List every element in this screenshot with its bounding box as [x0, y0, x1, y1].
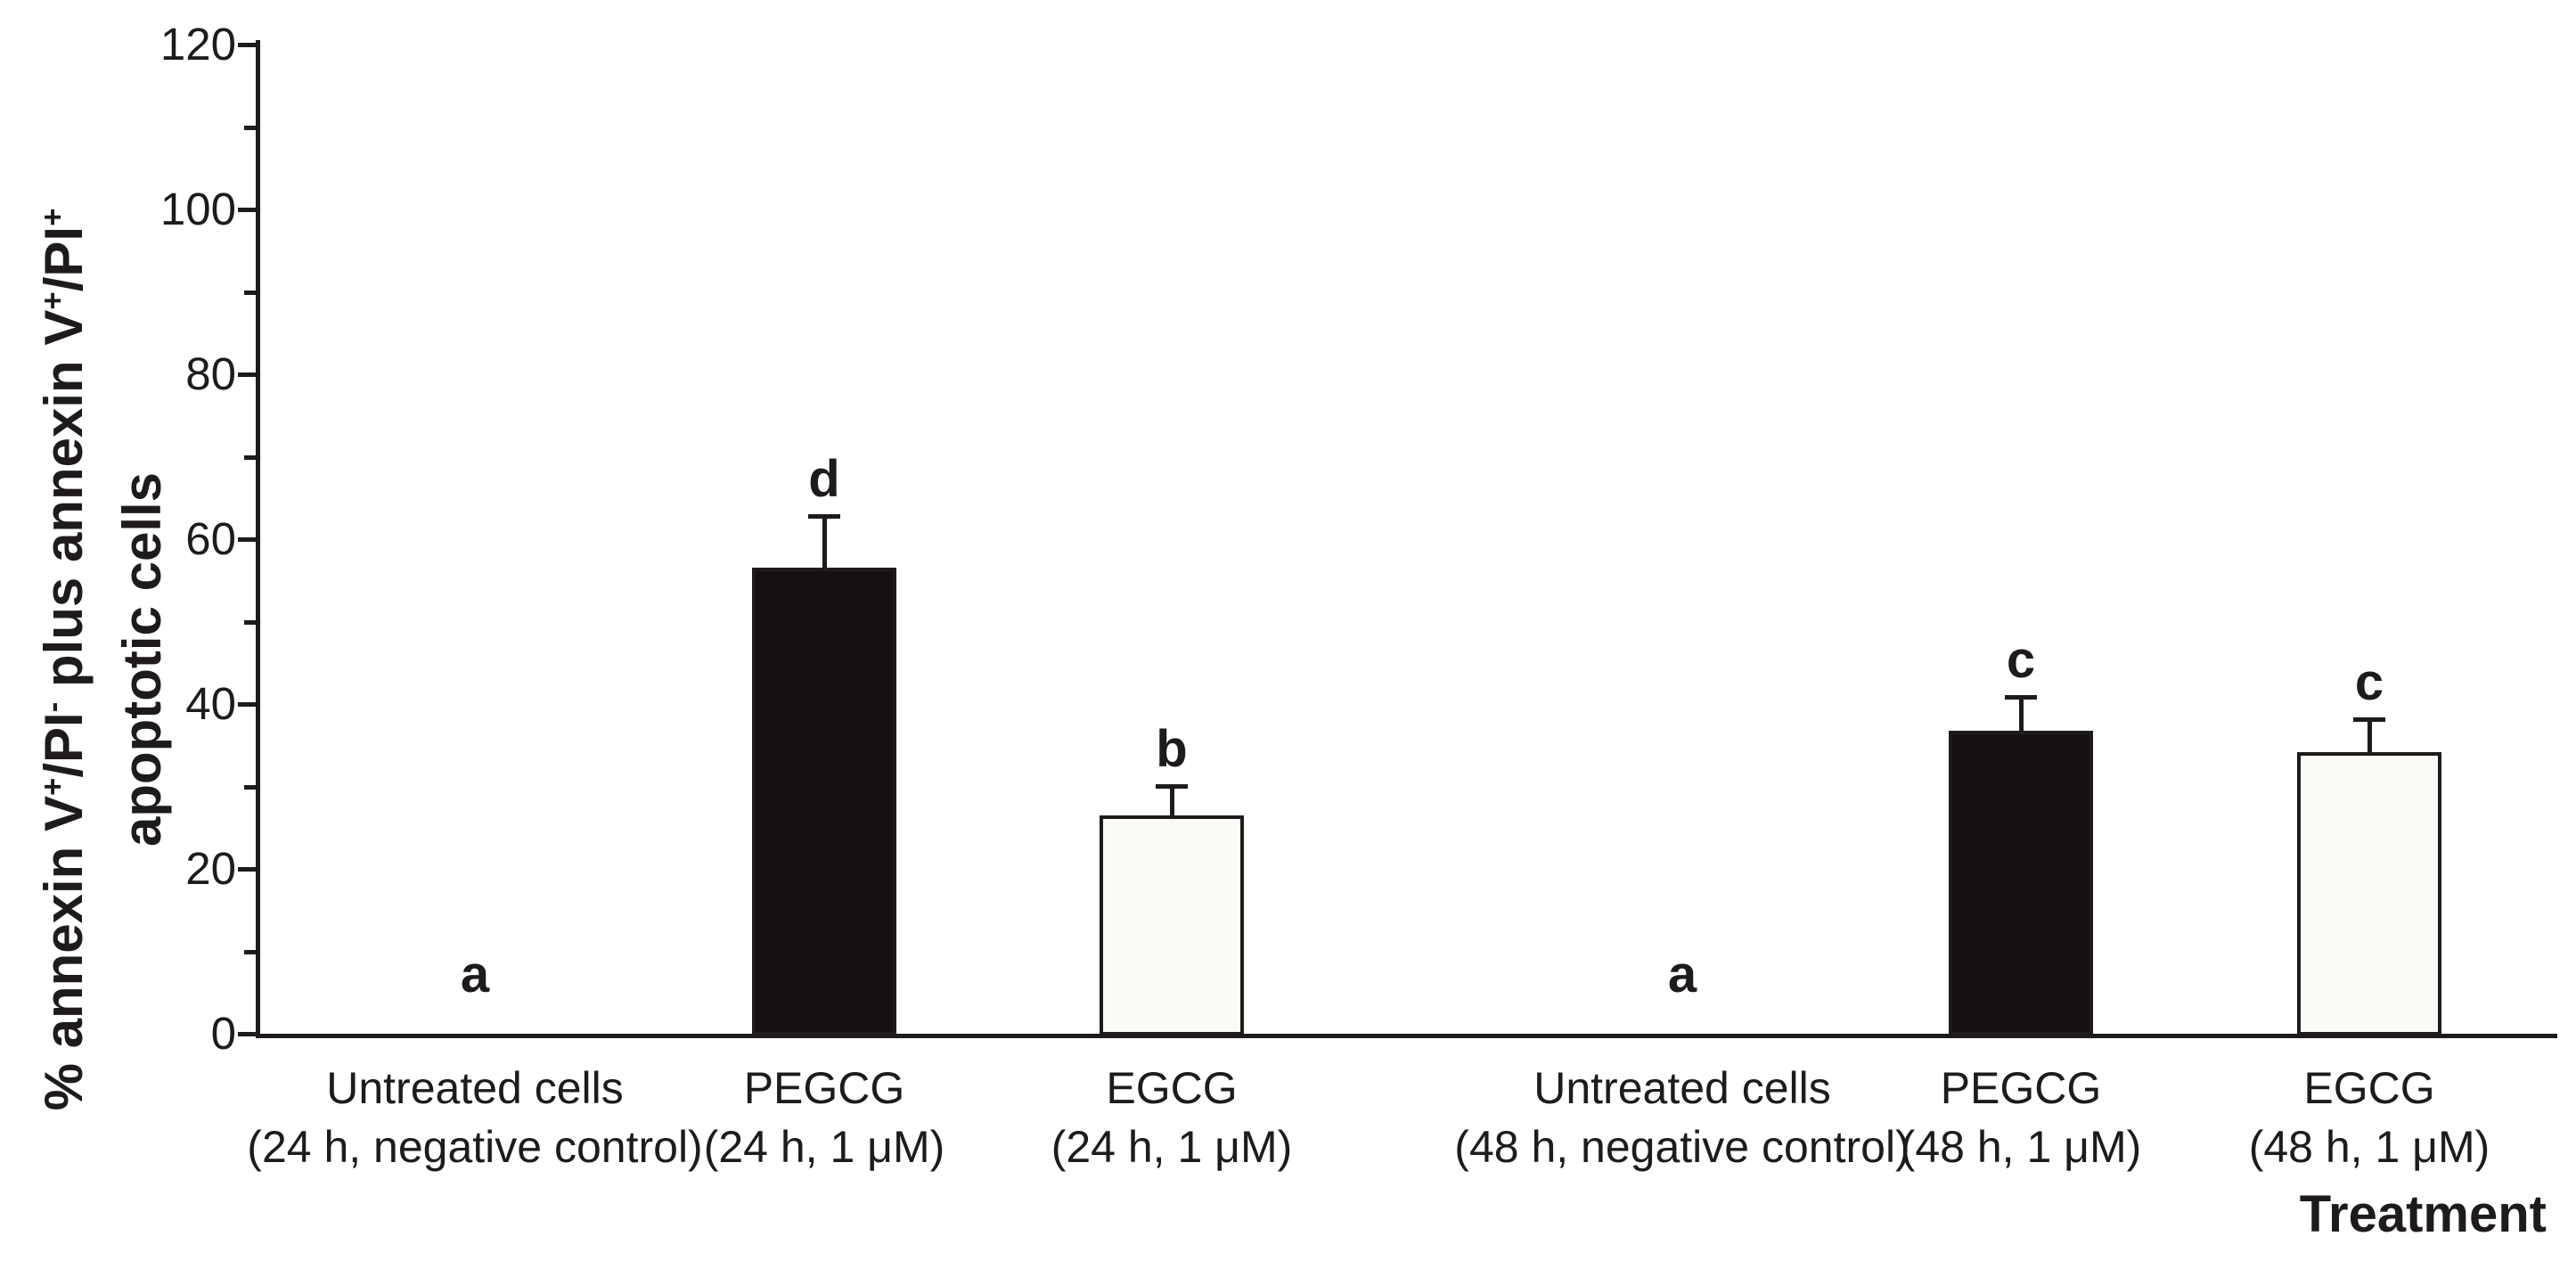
- y-axis-title: % annexin V+/PI- plus annexin V+/PI+ apo…: [25, 62, 182, 1257]
- x-tick-label-untreated-48h-line1: Untreated cells: [1533, 1063, 1831, 1113]
- y-tick-label: 120: [159, 19, 236, 70]
- y-major-tick: [238, 537, 256, 542]
- x-tick-label-egcg-24h-line2: (24 h, 1 μM): [1051, 1122, 1293, 1172]
- y-axis-line: [256, 40, 260, 1038]
- y-tick-label: 60: [185, 513, 236, 564]
- y-title-superscript: -: [36, 701, 70, 713]
- y-tick-label: 0: [210, 1008, 236, 1059]
- error-bar-pegcg-24h: [822, 516, 827, 569]
- sig-letter-egcg-48h: c: [2354, 652, 2384, 711]
- y-minor-tick: [244, 619, 256, 625]
- error-bar-pegcg-48h: [2019, 696, 2024, 731]
- bar-egcg-48h: [2297, 751, 2441, 1036]
- y-minor-tick: [244, 290, 256, 295]
- y-tick-label: 20: [185, 843, 236, 894]
- error-bar-egcg-24h: [1170, 785, 1174, 815]
- sig-letter-pegcg-24h: d: [808, 450, 840, 509]
- y-minor-tick: [244, 784, 256, 790]
- error-bar-egcg-48h: [2367, 718, 2372, 752]
- sig-letter-pegcg-48h: c: [2006, 630, 2036, 689]
- error-cap-pegcg-48h: [2005, 694, 2037, 700]
- y-title-text: /PI: [34, 712, 94, 778]
- sig-letter-untreated-48h: a: [1667, 946, 1697, 1003]
- x-tick-label-pegcg-24h-line2: (24 h, 1 μM): [703, 1122, 945, 1172]
- y-title-text: plus annexin V: [34, 309, 94, 702]
- y-title-superscript: +: [36, 291, 70, 310]
- y-major-tick: [238, 867, 256, 872]
- error-cap-egcg-24h: [1156, 783, 1188, 789]
- bar-pegcg-48h: [1949, 730, 2093, 1036]
- bar-pegcg-24h: [752, 568, 896, 1036]
- y-title-text: % annexin V: [34, 795, 94, 1111]
- y-minor-tick: [244, 454, 256, 460]
- x-tick-label-untreated-24h-line1: Untreated cells: [326, 1063, 624, 1113]
- x-tick-label-untreated-24h-line2: (24 h, negative control): [247, 1122, 703, 1172]
- y-tick-label: 40: [185, 678, 236, 729]
- error-cap-pegcg-24h: [808, 514, 840, 520]
- y-title-superscript: +: [36, 208, 70, 226]
- x-tick-label-egcg-24h-line1: EGCG: [1106, 1063, 1238, 1113]
- x-tick-label-pegcg-48h-line2: (48 h, 1 μM): [1900, 1122, 2142, 1172]
- x-tick-label-pegcg-24h-line1: PEGCG: [743, 1063, 905, 1113]
- y-major-tick: [238, 1032, 256, 1036]
- y-major-tick: [238, 373, 256, 377]
- y-title-superscript: +: [36, 777, 70, 796]
- y-major-tick: [238, 208, 256, 212]
- y-major-tick: [238, 702, 256, 707]
- bar-egcg-24h: [1100, 815, 1244, 1036]
- x-tick-label-pegcg-48h-line1: PEGCG: [1940, 1063, 2102, 1113]
- x-tick-label-egcg-48h-line1: EGCG: [2303, 1063, 2435, 1113]
- y-axis-title-line2: apoptotic cells: [112, 471, 172, 847]
- sig-letter-untreated-24h: a: [460, 946, 490, 1003]
- y-major-tick: [238, 43, 256, 47]
- y-tick-label: 80: [185, 348, 236, 399]
- y-minor-tick: [244, 125, 256, 130]
- y-title-text: /PI: [34, 225, 94, 292]
- x-axis-line: [256, 1034, 2557, 1038]
- x-tick-label-egcg-48h-line2: (48 h, 1 μM): [2248, 1122, 2490, 1172]
- y-minor-tick: [244, 949, 256, 954]
- y-axis-title-line1: % annexin V+/PI- plus annexin V+/PI+: [25, 62, 103, 1257]
- y-tick-label: 100: [159, 184, 236, 234]
- x-axis-title: Treatment: [2299, 1185, 2547, 1243]
- x-tick-label-untreated-48h-line2: (48 h, negative control): [1454, 1122, 1910, 1172]
- sig-letter-egcg-24h: b: [1156, 719, 1188, 778]
- error-cap-egcg-48h: [2353, 716, 2385, 722]
